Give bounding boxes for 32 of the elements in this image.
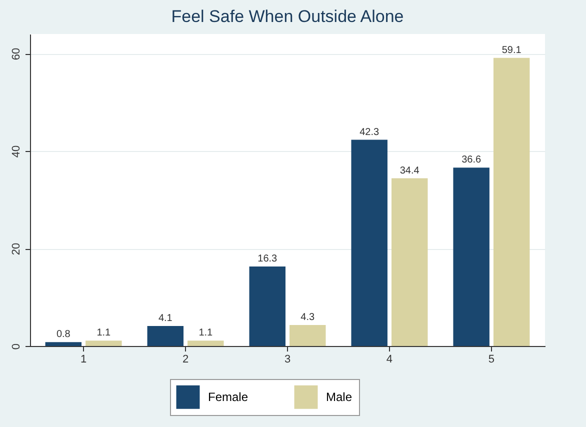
y-tick-label: 60 bbox=[10, 48, 22, 60]
bar bbox=[290, 325, 326, 346]
bar bbox=[391, 178, 428, 346]
bar bbox=[45, 342, 82, 346]
y-tick-label: 0 bbox=[10, 343, 22, 350]
data-label: 1.1 bbox=[198, 328, 214, 339]
data-label: 42.3 bbox=[360, 126, 380, 138]
x-tick-label: 1 bbox=[80, 354, 87, 366]
x-tick-label: 3 bbox=[284, 354, 291, 366]
bar bbox=[453, 168, 490, 346]
data-label: 0.8 bbox=[56, 329, 71, 340]
legend-label: Male bbox=[326, 390, 352, 404]
x-tick-label: 5 bbox=[488, 354, 495, 366]
x-tick-label: 2 bbox=[182, 354, 189, 366]
bar bbox=[86, 340, 122, 346]
chart-title: Feel Safe When Outside Alone bbox=[171, 7, 404, 26]
legend-label: Female bbox=[208, 390, 248, 404]
data-label: 59.1 bbox=[502, 44, 522, 56]
data-label: 4.3 bbox=[300, 312, 316, 324]
bar bbox=[188, 340, 224, 346]
data-label: 36.6 bbox=[462, 154, 482, 166]
data-label: 4.1 bbox=[158, 313, 173, 324]
bar bbox=[351, 140, 388, 346]
bar bbox=[147, 326, 184, 346]
x-tick-label: 4 bbox=[386, 354, 393, 366]
y-tick-label: 20 bbox=[10, 242, 22, 256]
data-label: 34.4 bbox=[400, 165, 420, 176]
data-label: 16.3 bbox=[258, 254, 278, 265]
y-tick-label: 40 bbox=[10, 145, 22, 158]
data-label: 1.1 bbox=[96, 328, 112, 339]
bar bbox=[493, 58, 530, 346]
bar bbox=[249, 266, 286, 346]
